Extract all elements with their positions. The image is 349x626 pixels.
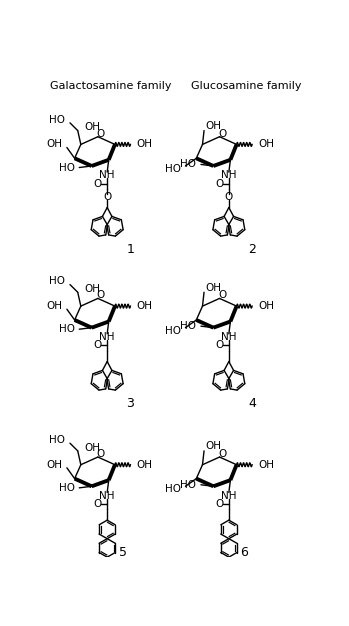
- Text: HO: HO: [180, 321, 196, 331]
- Text: O: O: [218, 290, 227, 300]
- Text: HO: HO: [59, 163, 75, 173]
- Text: O: O: [94, 178, 102, 188]
- Text: OH: OH: [206, 121, 222, 131]
- Text: HO: HO: [59, 324, 75, 334]
- Text: OH: OH: [258, 301, 274, 311]
- Text: OH: OH: [46, 140, 62, 150]
- Text: OH: OH: [46, 459, 62, 470]
- Text: OH: OH: [258, 459, 274, 470]
- Text: O: O: [218, 449, 227, 459]
- Text: HO: HO: [180, 480, 196, 490]
- Text: OH: OH: [84, 123, 100, 133]
- Text: HO: HO: [165, 485, 181, 495]
- Text: OH: OH: [136, 459, 153, 470]
- Text: O: O: [97, 128, 105, 138]
- Text: OH: OH: [206, 283, 222, 292]
- Text: HO: HO: [165, 326, 181, 336]
- Text: Galactosamine family: Galactosamine family: [50, 81, 172, 91]
- Text: 6: 6: [240, 546, 248, 559]
- Text: OH: OH: [136, 301, 153, 311]
- Text: HO: HO: [49, 277, 65, 287]
- Text: OH: OH: [46, 301, 62, 311]
- Text: HO: HO: [59, 483, 75, 493]
- Text: O: O: [103, 192, 111, 202]
- Text: 1: 1: [126, 243, 134, 255]
- Text: O: O: [94, 499, 102, 509]
- Text: 5: 5: [119, 546, 127, 559]
- Text: NH: NH: [99, 491, 115, 501]
- Text: Glucosamine family: Glucosamine family: [191, 81, 302, 91]
- Text: 3: 3: [126, 397, 134, 409]
- Text: O: O: [97, 290, 105, 300]
- Text: 4: 4: [248, 397, 256, 409]
- Text: O: O: [97, 449, 105, 459]
- Text: NH: NH: [221, 491, 237, 501]
- Text: NH: NH: [221, 332, 237, 342]
- Text: O: O: [215, 341, 224, 351]
- Text: NH: NH: [99, 332, 115, 342]
- Text: HO: HO: [49, 435, 65, 445]
- Text: HO: HO: [49, 115, 65, 125]
- Text: HO: HO: [180, 160, 196, 170]
- Text: O: O: [218, 128, 227, 138]
- Text: O: O: [94, 341, 102, 351]
- Text: OH: OH: [84, 284, 100, 294]
- Text: OH: OH: [84, 443, 100, 453]
- Text: NH: NH: [99, 170, 115, 180]
- Text: 2: 2: [248, 243, 256, 255]
- Text: OH: OH: [136, 140, 153, 150]
- Text: O: O: [215, 499, 224, 509]
- Text: O: O: [225, 192, 233, 202]
- Text: OH: OH: [206, 441, 222, 451]
- Text: HO: HO: [165, 164, 181, 174]
- Text: O: O: [215, 178, 224, 188]
- Text: OH: OH: [258, 140, 274, 150]
- Text: NH: NH: [221, 170, 237, 180]
